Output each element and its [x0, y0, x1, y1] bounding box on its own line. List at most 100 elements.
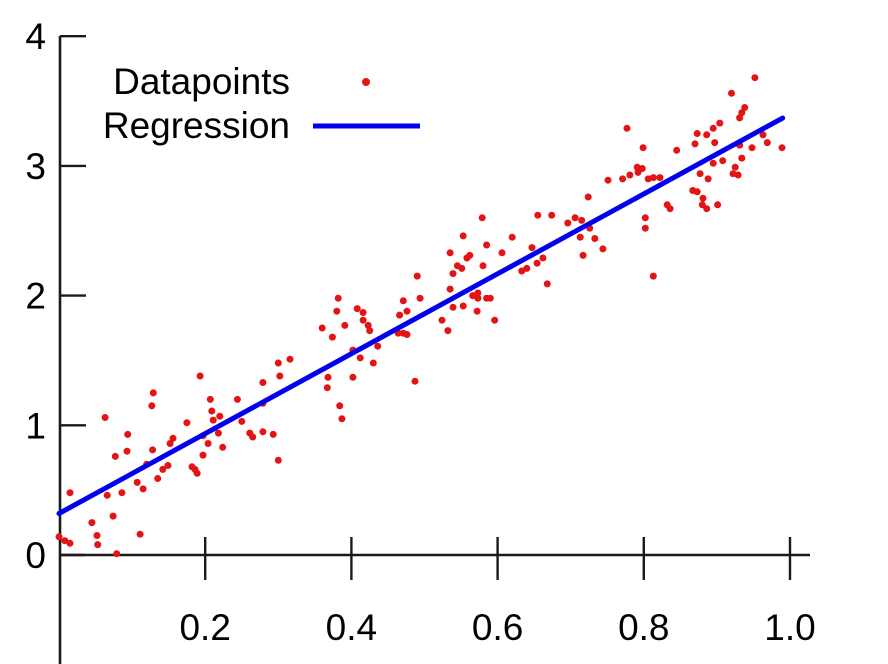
data-point [124, 430, 132, 438]
data-point [619, 175, 627, 183]
data-point [159, 465, 167, 473]
data-point [731, 163, 739, 171]
data-point [571, 214, 579, 222]
data-point [93, 532, 101, 539]
data-point [336, 402, 344, 410]
data-point [543, 280, 551, 288]
y-tick-label: 4 [25, 16, 46, 57]
data-point [136, 530, 144, 538]
data-point [438, 316, 446, 324]
data-point [324, 373, 332, 381]
data-point [673, 146, 681, 154]
data-point [193, 469, 201, 477]
data-point [576, 233, 584, 241]
data-point [101, 414, 109, 421]
data-point [416, 294, 424, 302]
data-point [411, 377, 419, 385]
data-point [286, 355, 294, 363]
data-point [204, 440, 212, 447]
x-tick-label: 0.8 [618, 607, 669, 648]
data-point [599, 245, 607, 253]
data-point [338, 415, 346, 423]
data-point [638, 165, 646, 172]
data-point [149, 446, 157, 454]
x-tick-label: 0.6 [472, 607, 523, 648]
data-point [94, 541, 102, 549]
y-tick-label: 0 [25, 535, 46, 576]
data-point [479, 262, 487, 270]
legend-label-regression: Regression [103, 105, 290, 146]
data-point [333, 307, 341, 315]
data-point [508, 233, 516, 241]
data-point [759, 131, 767, 139]
data-point [103, 491, 111, 499]
data-point [716, 119, 724, 127]
data-point [591, 235, 599, 242]
data-point [449, 270, 457, 278]
data-point [118, 489, 126, 497]
x-tick-label: 1.0 [764, 607, 815, 648]
data-point [123, 447, 131, 455]
data-point [233, 395, 241, 403]
data-point [466, 251, 474, 259]
data-point [478, 214, 486, 222]
data-point [341, 321, 349, 329]
data-point [693, 130, 701, 137]
data-point [349, 373, 357, 381]
data-point [111, 452, 119, 460]
data-point [413, 272, 421, 280]
data-point [639, 144, 647, 152]
data-point [444, 327, 452, 335]
data-point [196, 372, 204, 380]
data-point [249, 433, 257, 441]
data-point [214, 429, 222, 437]
data-point [473, 307, 481, 315]
data-point [169, 434, 177, 442]
data-point [216, 412, 224, 420]
data-point [113, 550, 121, 558]
data-point [459, 302, 467, 310]
data-point [446, 285, 454, 293]
data-point [474, 294, 482, 302]
data-point [649, 174, 657, 182]
data-point [259, 428, 267, 436]
y-tick-label: 1 [25, 405, 46, 446]
y-tick-label: 3 [25, 146, 46, 187]
data-point [539, 254, 547, 262]
data-point [564, 219, 572, 227]
data-point [714, 201, 722, 209]
data-point [219, 443, 227, 451]
data-point [751, 74, 759, 82]
data-point [88, 519, 96, 527]
data-point [703, 205, 711, 213]
data-point [711, 139, 719, 147]
data-point [206, 395, 214, 403]
regression-line-series [56, 115, 786, 516]
legend-label-datapoints: Datapoints [113, 61, 290, 102]
data-point [353, 305, 361, 313]
data-point [66, 489, 74, 497]
data-point [133, 478, 141, 486]
data-point [483, 241, 491, 249]
x-tick-label: 0.4 [326, 607, 377, 648]
data-point [374, 342, 382, 350]
data-point [641, 214, 649, 222]
data-point [209, 416, 217, 424]
data-point [166, 440, 174, 447]
data-point [356, 354, 364, 362]
data-point [396, 311, 404, 319]
data-point [403, 307, 411, 315]
data-point [446, 249, 454, 257]
data-point [183, 419, 191, 427]
data-point [449, 303, 457, 311]
data-point [691, 140, 699, 148]
data-point [139, 485, 147, 493]
data-point [696, 170, 704, 178]
data-point [548, 211, 556, 219]
data-point [498, 249, 506, 257]
data-point [148, 402, 156, 410]
data-point [359, 316, 367, 324]
data-point [523, 264, 531, 272]
